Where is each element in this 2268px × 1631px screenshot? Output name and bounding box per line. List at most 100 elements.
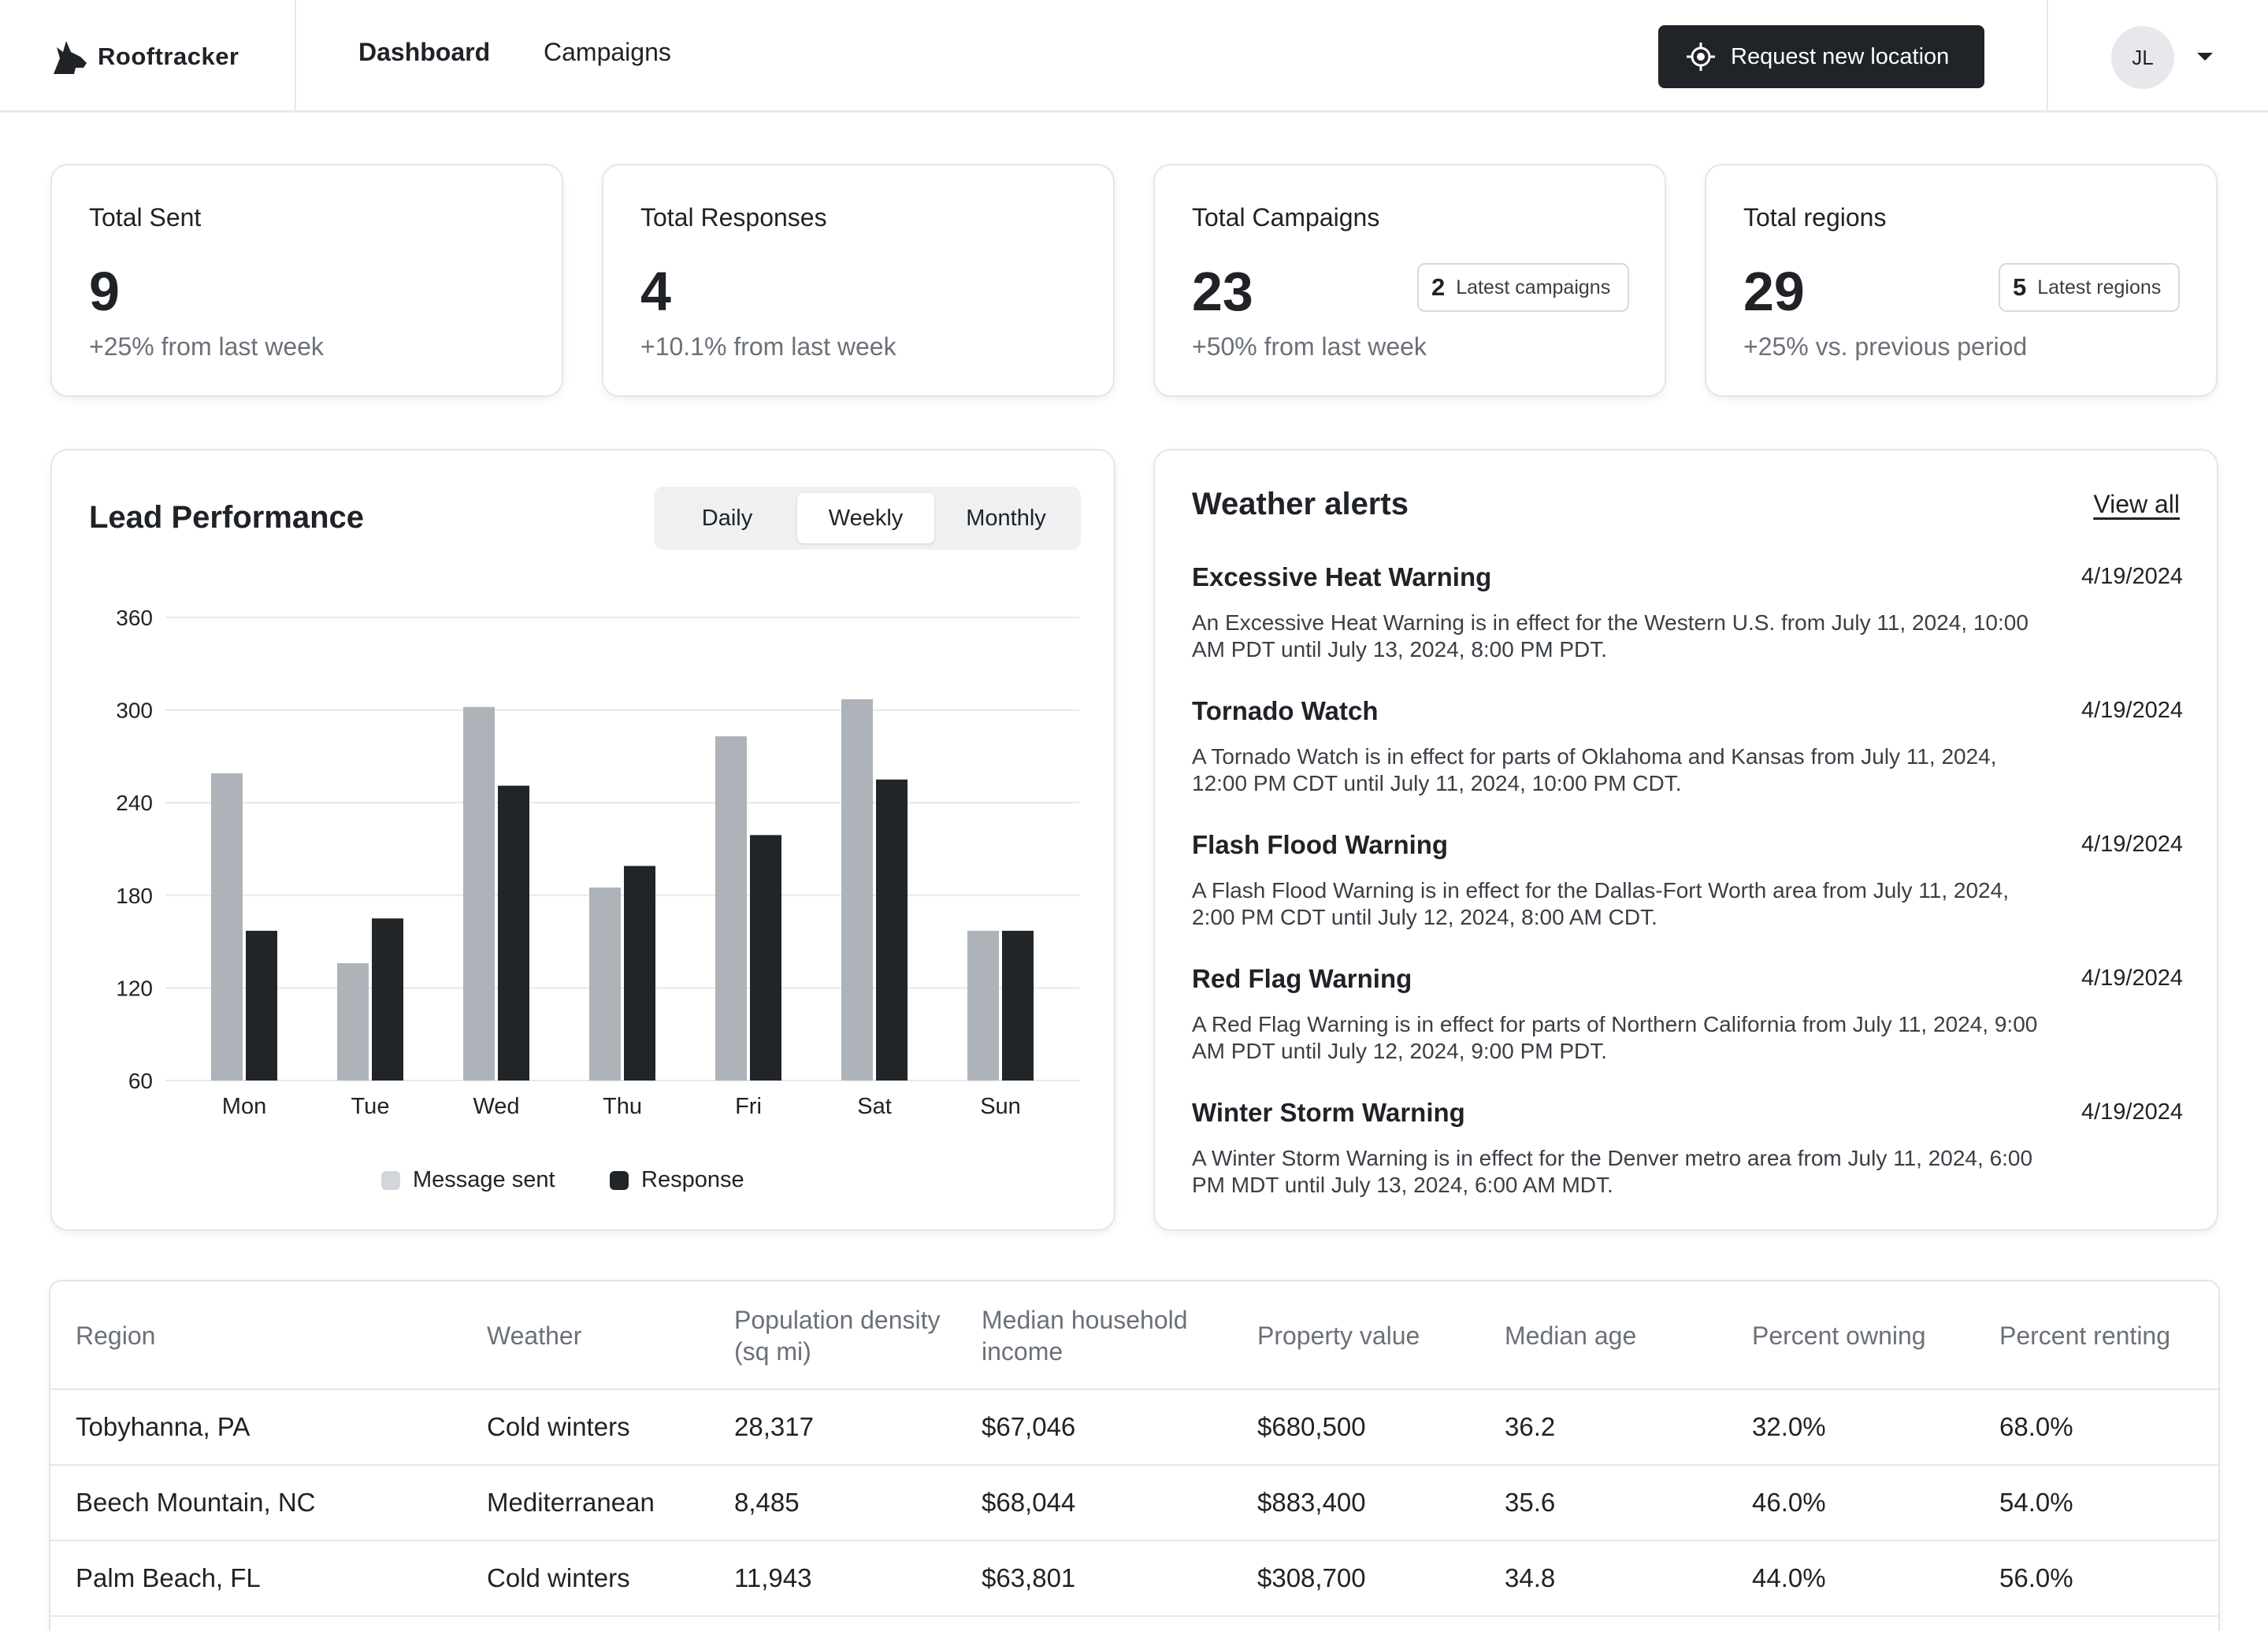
bar-response <box>624 866 655 1081</box>
cell-median-age: 36.2 <box>1505 1412 1556 1441</box>
cell-property-value: $680,500 <box>1257 1412 1366 1441</box>
stat-card-total-regions: Total regions 29 5 Latest regions +25% v… <box>1705 164 2218 397</box>
x-tick-label: Mon <box>222 1094 266 1119</box>
bar-response <box>372 918 403 1081</box>
location-target-icon <box>1687 43 1715 71</box>
table-row[interactable]: Palm Beach, FL Cold winters 11,943 $63,8… <box>50 1540 2218 1615</box>
alert-title: Red Flag Warning <box>1192 964 1412 993</box>
latest-regions-count: 5 <box>2013 273 2027 301</box>
y-tick-label: 120 <box>116 976 153 1000</box>
stat-card-total-campaigns: Total Campaigns 23 2 Latest campaigns +5… <box>1153 164 1666 397</box>
cell-percent-renting: 54.0% <box>1999 1488 2073 1517</box>
cell-percent-owning: 32.0% <box>1752 1412 1826 1441</box>
regions-table: Region Weather Population density (sq mi… <box>49 1280 2220 1631</box>
alert-title: Flash Flood Warning <box>1192 830 1449 859</box>
period-monthly[interactable]: Monthly <box>966 505 1046 531</box>
stat-card-total-sent: Total Sent 9 +25% from last week <box>50 164 563 397</box>
y-tick-label: 360 <box>116 606 153 630</box>
x-tick-label: Thu <box>603 1094 642 1119</box>
alert-item[interactable]: Winter Storm Warning 4/19/2024 A Winter … <box>1192 1098 2183 1199</box>
cell-weather: Mediterranean <box>487 1488 655 1517</box>
column-header-population-density[interactable]: Population density (sq mi) <box>734 1306 941 1366</box>
cell-property-value: $308,700 <box>1257 1563 1366 1592</box>
cell-region: Tobyhanna, PA <box>76 1412 251 1441</box>
bar-message-sent <box>211 773 243 1081</box>
table-row[interactable] <box>50 1615 2218 1631</box>
x-tick-label: Tue <box>351 1094 390 1119</box>
alert-date: 4/19/2024 <box>2081 564 2183 589</box>
x-tick-label: Sun <box>980 1094 1021 1119</box>
column-header-region[interactable]: Region <box>76 1321 156 1350</box>
column-header-weather[interactable]: Weather <box>487 1321 582 1350</box>
legend-label: Response <box>641 1167 744 1192</box>
x-tick-label: Fri <box>735 1094 762 1119</box>
column-header-property-value[interactable]: Property value <box>1257 1321 1420 1350</box>
alert-date: 4/19/2024 <box>2081 698 2183 723</box>
cell-median-income: $63,801 <box>982 1563 1076 1592</box>
cell-region: Palm Beach, FL <box>76 1563 261 1592</box>
cell-percent-renting: 68.0% <box>1999 1412 2073 1441</box>
stat-delta: +25% vs. previous period <box>1743 332 2028 361</box>
alert-body: A Red Flag Warning is in effect for part… <box>1192 1012 2038 1063</box>
request-new-location-button[interactable]: Request new location <box>1658 25 1984 88</box>
alert-body: A Tornado Watch is in effect for parts o… <box>1192 744 1997 795</box>
stat-card-total-responses: Total Responses 4 +10.1% from last week <box>602 164 1115 397</box>
column-header-median-age[interactable]: Median age <box>1505 1321 1637 1350</box>
bar-message-sent <box>337 963 369 1081</box>
stat-value: 23 <box>1192 261 1253 322</box>
x-tick-label: Wed <box>473 1094 519 1119</box>
cell-population-density: 11,943 <box>734 1563 812 1592</box>
cell-population-density: 28,317 <box>734 1412 814 1441</box>
column-header-percent-owning[interactable]: Percent owning <box>1752 1321 1926 1350</box>
y-tick-label: 300 <box>116 699 153 723</box>
brand-logo[interactable]: Rooftracker <box>52 39 239 74</box>
lead-performance-panel: Lead Performance Daily Weekly Monthly 60… <box>50 449 1115 1231</box>
stat-delta: +25% from last week <box>89 332 324 361</box>
chevron-down-icon[interactable] <box>2195 49 2215 65</box>
brand-name: Rooftracker <box>98 43 239 70</box>
legend-swatch-response <box>610 1170 629 1190</box>
cell-region: Beech Mountain, NC <box>76 1488 316 1517</box>
bar-response <box>1002 930 1034 1081</box>
legend-message-sent: Message sent <box>381 1167 555 1193</box>
latest-campaigns-label: Latest campaigns <box>1456 276 1611 298</box>
bar-message-sent <box>463 706 495 1081</box>
cell-weather: Cold winters <box>487 1412 630 1441</box>
alert-item[interactable]: Flash Flood Warning 4/19/2024 A Flash Fl… <box>1192 830 2183 931</box>
latest-regions-badge[interactable]: 5 Latest regions <box>1999 263 2181 312</box>
bar-response <box>750 835 781 1081</box>
alert-item[interactable]: Tornado Watch 4/19/2024 A Tornado Watch … <box>1192 696 2183 797</box>
alert-item[interactable]: Excessive Heat Warning 4/19/2024 An Exce… <box>1192 562 2183 663</box>
period-daily[interactable]: Daily <box>701 505 753 531</box>
column-header-median-household-income[interactable]: Median household income <box>982 1306 1188 1366</box>
nav-dashboard[interactable]: Dashboard <box>358 38 491 66</box>
bar-message-sent <box>589 888 621 1081</box>
y-tick-label: 180 <box>116 884 153 908</box>
stat-value: 9 <box>89 261 120 322</box>
lead-performance-title: Lead Performance <box>89 500 365 535</box>
bar-response <box>876 779 908 1081</box>
alert-body: A Winter Storm Warning is in effect for … <box>1192 1146 2033 1197</box>
cell-property-value: $883,400 <box>1257 1488 1366 1517</box>
bar-message-sent <box>841 699 873 1081</box>
latest-campaigns-count: 2 <box>1431 273 1446 301</box>
stat-title: Total Responses <box>640 203 827 232</box>
view-all-alerts-link[interactable]: View all <box>2093 490 2180 518</box>
header-divider-right <box>2047 0 2048 111</box>
user-avatar[interactable]: JL <box>2111 26 2174 89</box>
column-header-percent-renting[interactable]: Percent renting <box>1999 1321 2171 1350</box>
stat-value: 4 <box>640 261 671 322</box>
header-divider <box>295 0 296 111</box>
bar-message-sent <box>715 736 747 1081</box>
alert-title: Tornado Watch <box>1192 696 1379 725</box>
latest-campaigns-badge[interactable]: 2 Latest campaigns <box>1417 263 1630 312</box>
latest-regions-label: Latest regions <box>2037 276 2162 298</box>
period-weekly[interactable]: Weekly <box>797 493 934 543</box>
legend-label: Message sent <box>413 1167 555 1192</box>
nav-campaigns[interactable]: Campaigns <box>544 38 671 66</box>
weather-alerts-title: Weather alerts <box>1192 487 1409 521</box>
request-button-label: Request new location <box>1731 43 1950 69</box>
alert-item[interactable]: Red Flag Warning 4/19/2024 A Red Flag Wa… <box>1192 964 2183 1065</box>
table-row[interactable]: Tobyhanna, PA Cold winters 28,317 $67,04… <box>50 1388 2218 1464</box>
table-row[interactable]: Beech Mountain, NC Mediterranean 8,485 $… <box>50 1464 2218 1540</box>
